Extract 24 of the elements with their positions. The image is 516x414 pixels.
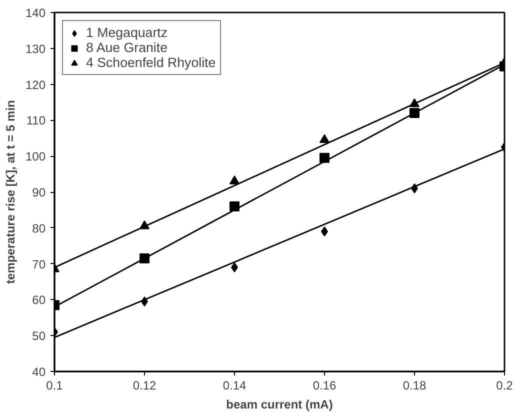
legend-label: 8 Aue Granite [86, 40, 168, 55]
y-tick-label: 90 [32, 186, 46, 200]
point [320, 134, 330, 144]
y-tick-label: 50 [32, 329, 46, 344]
x-tick-label: 0.18 [402, 378, 427, 392]
x-axis-title: beam current (mA) [226, 398, 333, 412]
x-tick-label: 0.16 [312, 378, 337, 392]
x-tick-label: 0.2 [496, 378, 514, 392]
x-tick-label: 0.14 [222, 378, 247, 392]
y-tick-label: 60 [32, 293, 46, 308]
x-tick-label: 0.1 [46, 378, 64, 392]
y-tick-label: 120 [25, 78, 46, 92]
x-tick-label: 0.12 [132, 378, 157, 392]
y-tick-label: 130 [25, 42, 46, 56]
y-tick-label: 40 [32, 365, 46, 379]
y-tick-label: 110 [26, 114, 46, 128]
y-tick-label: 80 [32, 221, 46, 236]
legend-label: 1 Megaquartz [86, 25, 168, 40]
y-tick-label: 70 [32, 257, 46, 272]
y-tick-label: 100 [25, 150, 46, 164]
legend-label: 4 Schoenfeld Rhyolite [86, 55, 216, 70]
y-tick-label: 140 [25, 6, 46, 20]
point [230, 176, 240, 184]
y-axis-title: temperature rise [K], at t = 5 min [3, 100, 18, 284]
